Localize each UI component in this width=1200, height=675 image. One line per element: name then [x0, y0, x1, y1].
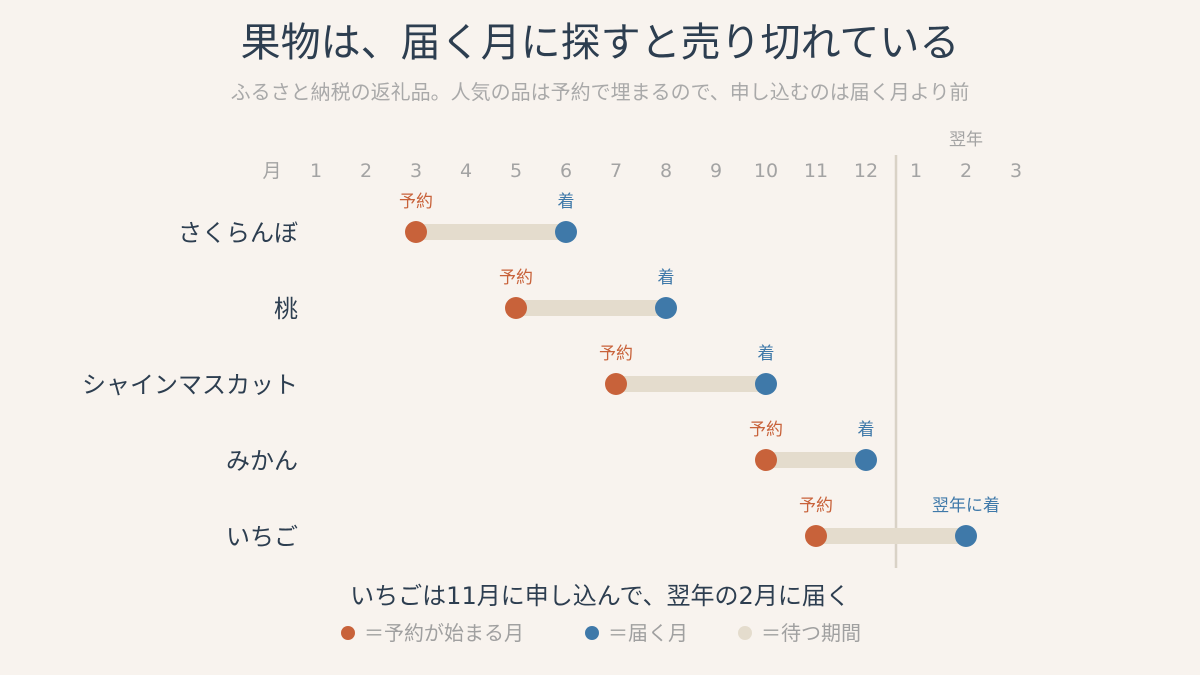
month-tick-label: 2 [960, 160, 972, 182]
month-tick-labels: 1 2 3 4 5 6 7 8 9 10 11 12 1 2 3 [310, 160, 1022, 182]
month-tick-label: 6 [560, 160, 572, 182]
month-tick-label: 2 [360, 160, 372, 182]
chart-row: いちご 予約 翌年に着 [226, 496, 1000, 551]
start-marker [805, 525, 827, 547]
end-data-label: 着 [858, 420, 875, 440]
end-marker [955, 525, 977, 547]
start-data-label: 予約 [599, 344, 633, 364]
legend-end-marker [585, 626, 599, 640]
row-label: さくらんぼ [178, 219, 298, 247]
row-label: 桃 [274, 295, 298, 323]
end-marker [755, 373, 777, 395]
month-tick-label: 1 [910, 160, 922, 182]
end-marker [555, 221, 577, 243]
end-data-label: 着 [758, 344, 775, 364]
month-tick-label: 3 [1010, 160, 1022, 182]
chart-row: みかん 予約 着 [226, 420, 877, 475]
month-tick-label: 10 [754, 160, 778, 182]
chart-row: さくらんぼ 予約 着 [178, 192, 577, 247]
row-label: シャインマスカット [82, 371, 298, 399]
month-tick-label: 9 [710, 160, 722, 182]
legend-start-label: ＝予約が始まる月 [364, 621, 524, 645]
start-marker [605, 373, 627, 395]
start-marker [755, 449, 777, 471]
legend-end-label: ＝届く月 [608, 621, 688, 645]
end-data-label: 着 [658, 268, 675, 288]
month-tick-label: 1 [310, 160, 322, 182]
month-tick-label: 11 [804, 160, 828, 182]
next-year-label: 翌年 [949, 130, 983, 150]
chart-row: シャインマスカット 予約 着 [82, 344, 777, 399]
legend-wait-label: ＝待つ期間 [761, 621, 861, 645]
start-data-label: 予約 [399, 192, 433, 212]
chart-subtitle: ふるさと納税の返礼品。人気の品は予約で埋まるので、申し込むのは届く月より前 [231, 80, 970, 104]
chart-note: いちごは11月に申し込んで、翌年の2月に届く [350, 582, 850, 610]
start-data-label: 予約 [749, 420, 783, 440]
start-data-label: 予約 [799, 496, 833, 516]
month-axis-label: 月 [262, 160, 281, 182]
start-data-label: 予約 [499, 268, 533, 288]
row-label: いちご [226, 523, 298, 551]
start-marker [505, 297, 527, 319]
chart-row: 桃 予約 着 [274, 268, 677, 323]
legend-wait-marker [738, 626, 752, 640]
month-tick-label: 4 [460, 160, 472, 182]
legend-start-marker [341, 626, 355, 640]
end-data-label: 翌年に着 [932, 496, 1000, 516]
legend: ＝予約が始まる月 ＝届く月 ＝待つ期間 [341, 621, 861, 645]
month-tick-label: 3 [410, 160, 422, 182]
chart-title: 果物は、届く月に探すと売り切れている [241, 20, 960, 66]
end-marker [855, 449, 877, 471]
month-tick-label: 5 [510, 160, 522, 182]
end-marker [655, 297, 677, 319]
start-marker [405, 221, 427, 243]
end-data-label: 着 [558, 192, 575, 212]
month-tick-label: 7 [610, 160, 622, 182]
month-tick-label: 8 [660, 160, 672, 182]
month-tick-label: 12 [854, 160, 878, 182]
row-label: みかん [226, 447, 298, 475]
